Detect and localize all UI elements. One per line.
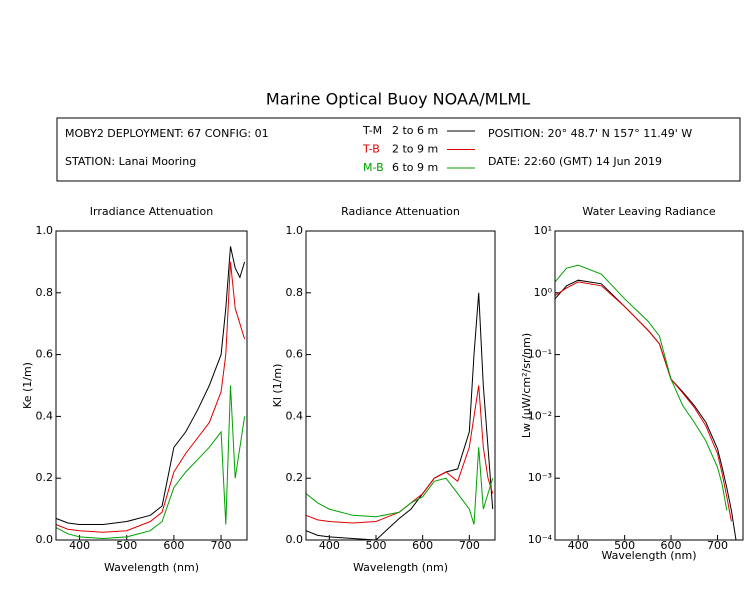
y-tick-label: 10⁻⁴ [528, 533, 553, 546]
series-line [55, 385, 246, 540]
y-tick-label: 0.8 [36, 286, 54, 299]
series-line [554, 264, 728, 511]
plot-frame [305, 230, 496, 541]
x-tick-label: 500 [366, 539, 387, 552]
x-tick-label: 500 [614, 539, 635, 552]
legend-range: 2 to 6 m [392, 124, 438, 137]
x-tick-label: 600 [163, 539, 184, 552]
x-tick-label: 600 [661, 539, 682, 552]
date: DATE: 22:60 (GMT) 14 Jun 2019 [488, 155, 662, 168]
x-tick-label: 400 [69, 539, 90, 552]
x-axis-label: Wavelength (nm) [104, 561, 199, 574]
panel-title: Water Leaving Radiance [582, 205, 715, 218]
panel-title: Radiance Attenuation [341, 205, 460, 218]
series-line [305, 385, 494, 524]
series-line [554, 281, 732, 522]
y-tick-label: 0.0 [36, 533, 54, 546]
legend-range: 2 to 9 m [392, 143, 438, 156]
x-tick-label: 700 [211, 539, 232, 552]
x-tick-label: 700 [459, 539, 480, 552]
y-tick-label: 0.4 [36, 409, 54, 422]
y-tick-label: 1.0 [286, 224, 304, 237]
panel-title: Irradiance Attenuation [90, 205, 213, 218]
y-axis-label: Ke (1/m) [21, 362, 34, 409]
legend-range: 6 to 9 m [392, 161, 438, 174]
y-axis-label: Lw (μW/cm²/sr/nm) [520, 333, 533, 438]
station: STATION: Lanai Mooring [65, 155, 196, 168]
legend-name: M-B [363, 161, 384, 174]
y-tick-label: 0.8 [286, 286, 304, 299]
x-tick-label: 700 [707, 539, 728, 552]
x-axis-label: Wavelength (nm) [601, 549, 696, 562]
plot-frame [554, 230, 744, 541]
y-tick-label: 10⁰ [534, 286, 553, 299]
x-tick-label: 500 [116, 539, 137, 552]
legend-name: T-M [362, 124, 382, 137]
y-axis-label: Kl (1/m) [271, 364, 284, 408]
x-tick-label: 400 [319, 539, 340, 552]
y-tick-label: 10¹ [534, 224, 552, 237]
y-tick-label: 0.4 [286, 409, 304, 422]
plot-frame [55, 230, 248, 541]
series-line [55, 261, 246, 533]
info-box [56, 117, 741, 182]
legend-name: T-B [362, 143, 380, 156]
deployment: MOBY2 DEPLOYMENT: 67 CONFIG: 01 [65, 127, 269, 140]
y-tick-label: 10⁻¹ [528, 348, 552, 361]
x-axis-label: Wavelength (nm) [353, 561, 448, 574]
position: POSITION: 20° 48.7' N 157° 11.49' W [488, 127, 692, 140]
series-line [305, 447, 494, 525]
y-tick-label: 0.6 [286, 348, 304, 361]
x-tick-label: 600 [412, 539, 433, 552]
y-tick-label: 10⁻³ [528, 471, 552, 484]
x-tick-label: 400 [568, 539, 589, 552]
series-line [55, 246, 246, 525]
y-tick-label: 10⁻² [528, 409, 552, 422]
page-title: Marine Optical Buoy NOAA/MLML [266, 90, 530, 109]
y-tick-label: 0.6 [36, 348, 54, 361]
y-tick-label: 0.2 [36, 471, 54, 484]
y-tick-label: 0.0 [286, 533, 304, 546]
y-tick-label: 1.0 [36, 224, 54, 237]
y-tick-label: 0.2 [286, 471, 304, 484]
